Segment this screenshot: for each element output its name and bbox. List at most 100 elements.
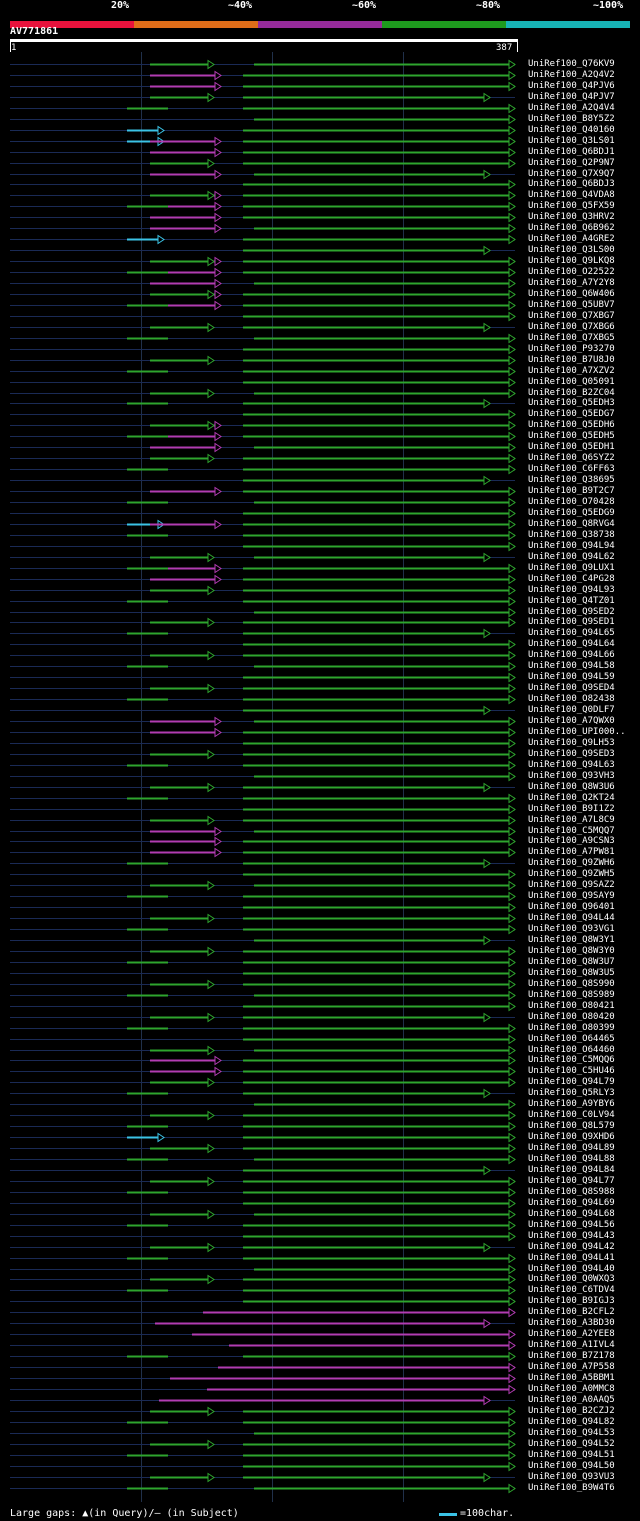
hit-label[interactable]: UniRef100_Q38738 [528,529,615,540]
hit-label[interactable]: UniRef100_Q7XBG6 [528,321,615,332]
hit-label[interactable]: UniRef100_Q8W3U5 [528,967,615,978]
hit-label[interactable]: UniRef100_B9W4T6 [528,1482,615,1493]
hit-label[interactable]: UniRef100_Q6B962 [528,222,615,233]
hit-label[interactable]: UniRef100_Q5EDH3 [528,397,615,408]
hit-label[interactable]: UniRef100_Q94L66 [528,649,615,660]
hit-label[interactable]: UniRef100_Q9SAZ2 [528,879,615,890]
hit-label[interactable]: UniRef100_Q3LS01 [528,135,615,146]
hit-label[interactable]: UniRef100_Q94L44 [528,912,615,923]
hit-label[interactable]: UniRef100_Q94L42 [528,1241,615,1252]
hit-label[interactable]: UniRef100_A7QWX0 [528,715,615,726]
hit-label[interactable]: UniRef100_A1IVL4 [528,1339,615,1350]
hit-label[interactable]: UniRef100_Q93VU3 [528,1471,615,1482]
hit-label[interactable]: UniRef100_Q38695 [528,474,615,485]
hit-label[interactable]: UniRef100_Q76KV9 [528,58,615,69]
hit-label[interactable]: UniRef100_Q8S990 [528,978,615,989]
hit-label[interactable]: UniRef100_Q94L58 [528,660,615,671]
hit-label[interactable]: UniRef100_Q96401 [528,901,615,912]
hit-label[interactable]: UniRef100_Q8W3U6 [528,781,615,792]
hit-label[interactable]: UniRef100_Q3LS00 [528,244,615,255]
hit-label[interactable]: UniRef100_Q94L89 [528,1142,615,1153]
hit-label[interactable]: UniRef100_Q94L84 [528,1164,615,1175]
hit-label[interactable]: UniRef100_A2YEE8 [528,1328,615,1339]
hit-label[interactable]: UniRef100_Q9SED1 [528,616,615,627]
hit-label[interactable]: UniRef100_Q94L50 [528,1460,615,1471]
hit-label[interactable]: UniRef100_Q0WXQ3 [528,1273,615,1284]
hit-label[interactable]: UniRef100_Q4TZ01 [528,595,615,606]
hit-label[interactable]: UniRef100_Q2KT24 [528,792,615,803]
hit-label[interactable]: UniRef100_O70428 [528,496,615,507]
hit-label[interactable]: UniRef100_Q9ZWH5 [528,868,615,879]
hit-label[interactable]: UniRef100_Q94L51 [528,1449,615,1460]
hit-label[interactable]: UniRef100_Q93VG1 [528,923,615,934]
hit-label[interactable]: UniRef100_A5BBM1 [528,1372,615,1383]
hit-label[interactable]: UniRef100_Q6BDJ1 [528,146,615,157]
hit-label[interactable]: UniRef100_Q7X9Q7 [528,168,615,179]
hit-label[interactable]: UniRef100_Q5FX59 [528,200,615,211]
hit-label[interactable]: UniRef100_C0LV94 [528,1109,615,1120]
hit-label[interactable]: UniRef100_Q94L43 [528,1230,615,1241]
hit-label[interactable]: UniRef100_Q6W406 [528,288,615,299]
hit-label[interactable]: UniRef100_O80399 [528,1022,615,1033]
hit-label[interactable]: UniRef100_Q94L79 [528,1076,615,1087]
hit-label[interactable]: UniRef100_A9YBY6 [528,1098,615,1109]
hit-label[interactable]: UniRef100_Q6SYZ2 [528,452,615,463]
hit-label[interactable]: UniRef100_UPI000.. [528,726,626,737]
hit-label[interactable]: UniRef100_Q0DLF7 [528,704,615,715]
hit-label[interactable]: UniRef100_C6FF63 [528,463,615,474]
hit-label[interactable]: UniRef100_Q5EDH6 [528,419,615,430]
hit-label[interactable]: UniRef100_Q9LKQ8 [528,255,615,266]
hit-label[interactable]: UniRef100_Q9LUX1 [528,562,615,573]
hit-label[interactable]: UniRef100_C6TDV4 [528,1284,615,1295]
hit-label[interactable]: UniRef100_A4GRE2 [528,233,615,244]
hit-label[interactable]: UniRef100_Q94L88 [528,1153,615,1164]
hit-label[interactable]: UniRef100_A7P558 [528,1361,615,1372]
hit-label[interactable]: UniRef100_Q94L62 [528,551,615,562]
hit-label[interactable]: UniRef100_Q7XBG5 [528,332,615,343]
hit-label[interactable]: UniRef100_Q94L40 [528,1263,615,1274]
hit-label[interactable]: UniRef100_O80421 [528,1000,615,1011]
hit-label[interactable]: UniRef100_Q4PJV6 [528,80,615,91]
hit-label[interactable]: UniRef100_O22522 [528,266,615,277]
hit-label[interactable]: UniRef100_A2Q4V4 [528,102,615,113]
hit-label[interactable]: UniRef100_Q94L41 [528,1252,615,1263]
hit-label[interactable]: UniRef100_P93270 [528,343,615,354]
hit-label[interactable]: UniRef100_A7XZV2 [528,365,615,376]
hit-label[interactable]: UniRef100_Q94L52 [528,1438,615,1449]
hit-label[interactable]: UniRef100_Q94L77 [528,1175,615,1186]
hit-label[interactable]: UniRef100_Q94L56 [528,1219,615,1230]
hit-label[interactable]: UniRef100_Q94L59 [528,671,615,682]
hit-label[interactable]: UniRef100_O82438 [528,693,615,704]
hit-label[interactable]: UniRef100_B2CZJ2 [528,1405,615,1416]
hit-label[interactable]: UniRef100_Q94L65 [528,627,615,638]
hit-label[interactable]: UniRef100_B8Y5Z2 [528,113,615,124]
hit-label[interactable]: UniRef100_B2ZC04 [528,387,615,398]
hit-label[interactable]: UniRef100_Q9XHD6 [528,1131,615,1142]
hit-label[interactable]: UniRef100_Q9LH53 [528,737,615,748]
hit-label[interactable]: UniRef100_Q94L82 [528,1416,615,1427]
hit-label[interactable]: UniRef100_A7L8C9 [528,814,615,825]
hit-label[interactable]: UniRef100_Q5RLY3 [528,1087,615,1098]
hit-label[interactable]: UniRef100_B9T2C7 [528,485,615,496]
hit-label[interactable]: UniRef100_Q5EDH1 [528,441,615,452]
hit-label[interactable]: UniRef100_A7Y2Y8 [528,277,615,288]
hit-label[interactable]: UniRef100_Q9SED4 [528,682,615,693]
hit-label[interactable]: UniRef100_Q5UBV7 [528,299,615,310]
hit-label[interactable]: UniRef100_A0MMC8 [528,1383,615,1394]
hit-label[interactable]: UniRef100_Q3HRV2 [528,211,615,222]
hit-label[interactable]: UniRef100_Q9SED2 [528,606,615,617]
hit-label[interactable]: UniRef100_Q7XBG7 [528,310,615,321]
hit-label[interactable]: UniRef100_B9I1Z2 [528,803,615,814]
hit-label[interactable]: UniRef100_A9CSN3 [528,835,615,846]
hit-label[interactable]: UniRef100_B9IGJ3 [528,1295,615,1306]
hit-label[interactable]: UniRef100_B7Z178 [528,1350,615,1361]
hit-label[interactable]: UniRef100_C5MQQ7 [528,825,615,836]
hit-label[interactable]: UniRef100_O64465 [528,1033,615,1044]
hit-label[interactable]: UniRef100_O64460 [528,1044,615,1055]
hit-label[interactable]: UniRef100_Q2P9N7 [528,157,615,168]
hit-label[interactable]: UniRef100_Q9SED3 [528,748,615,759]
hit-label[interactable]: UniRef100_A2Q4V2 [528,69,615,80]
hit-label[interactable]: UniRef100_C5HU46 [528,1065,615,1076]
hit-label[interactable]: UniRef100_Q8W3U7 [528,956,615,967]
hit-label[interactable]: UniRef100_Q8RVG4 [528,518,615,529]
